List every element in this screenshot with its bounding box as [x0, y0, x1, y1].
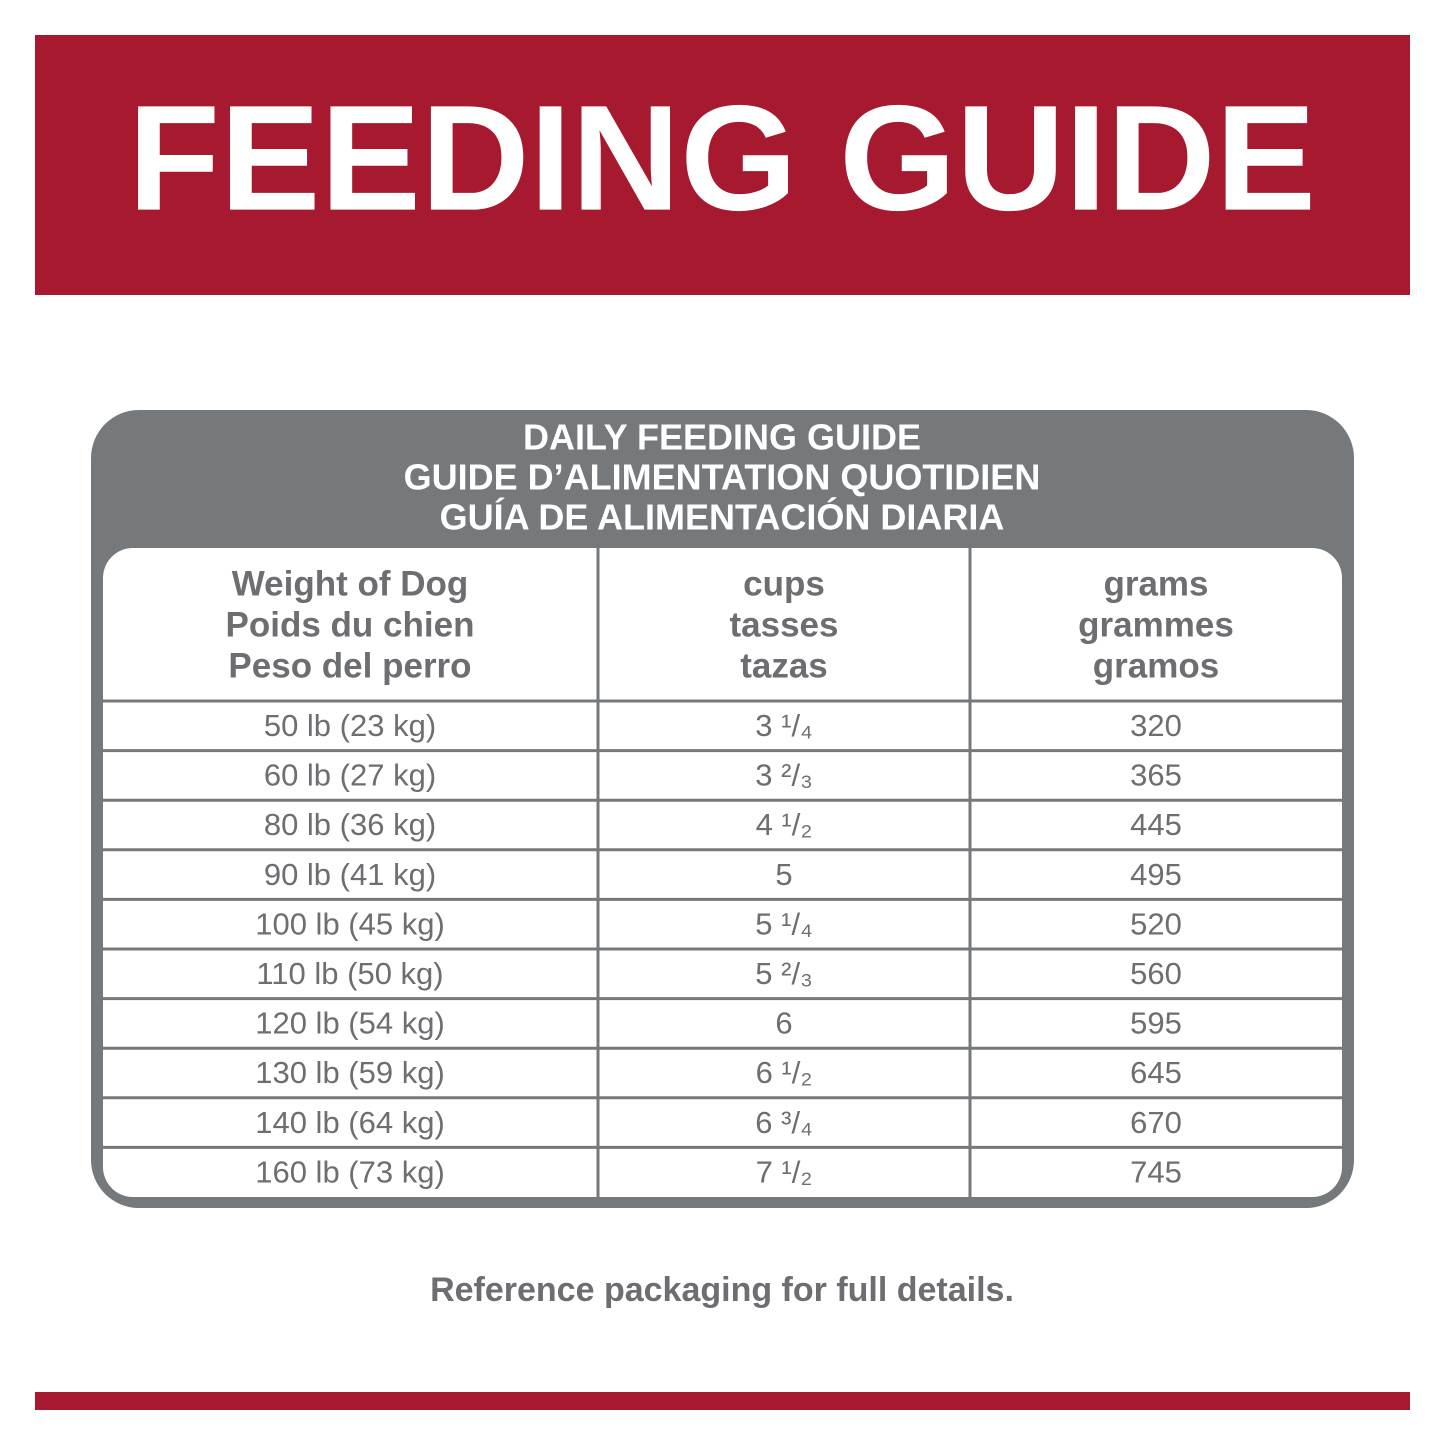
table-cell: 520: [1130, 906, 1182, 941]
column-header: gramos: [1093, 646, 1219, 685]
table-cell: 3 ¹/₄: [755, 708, 812, 743]
table-cell: 80 lb (36 kg): [264, 807, 436, 842]
table-cell: 670: [1130, 1105, 1182, 1140]
table-cell: 560: [1130, 956, 1182, 991]
table-cell: 7 ¹/₂: [756, 1154, 813, 1189]
table-title: GUIDE D’ALIMENTATION QUOTIDIEN: [404, 457, 1041, 498]
table-cell: 100 lb (45 kg): [255, 906, 445, 941]
table-cell: 5: [775, 857, 792, 892]
table-cell: 4 ¹/₂: [756, 807, 813, 842]
footer-note: Reference packaging for full details.: [430, 1271, 1014, 1309]
table-cell: 110 lb (50 kg): [256, 956, 443, 991]
table-cell: 50 lb (23 kg): [264, 708, 436, 743]
table-cell: 6 ¹/₂: [756, 1055, 813, 1090]
column-header: grammes: [1078, 605, 1234, 644]
table-cell: 160 lb (73 kg): [255, 1154, 445, 1189]
column-header: cups: [743, 564, 825, 603]
table-cell: 320: [1130, 708, 1182, 743]
table-cell: 645: [1130, 1055, 1182, 1090]
footer-bar: [35, 1392, 1410, 1410]
table-body: [103, 548, 1342, 1197]
table-cell: 365: [1130, 758, 1182, 793]
table-cell: 6: [775, 1006, 792, 1041]
column-header: Weight of Dog: [232, 564, 469, 603]
table-cell: 3 ²/₃: [755, 758, 812, 793]
table-cell: 60 lb (27 kg): [264, 758, 436, 793]
table-title: DAILY FEEDING GUIDE: [523, 417, 921, 458]
table-cell: 495: [1130, 857, 1182, 892]
header-banner: [35, 35, 1410, 295]
table-cell: 595: [1130, 1006, 1182, 1041]
table-cell: 5 ²/₃: [755, 956, 812, 991]
table-cell: 5 ¹/₄: [755, 906, 812, 941]
column-header: tazas: [740, 646, 828, 685]
page-title: FEEDING GUIDE: [128, 74, 1316, 242]
table-cell: 745: [1130, 1154, 1182, 1189]
table-title: GUÍA DE ALIMENTACIÓN DIARIA: [440, 496, 1005, 538]
column-header: Poids du chien: [226, 605, 475, 644]
table-cell: 140 lb (64 kg): [255, 1105, 445, 1140]
table-cell: 120 lb (54 kg): [255, 1006, 445, 1041]
column-header: Peso del perro: [228, 646, 471, 685]
table-cell: 445: [1130, 807, 1182, 842]
column-header: tasses: [730, 605, 839, 644]
table-cell: 90 lb (41 kg): [264, 857, 436, 892]
table-cell: 130 lb (59 kg): [255, 1055, 445, 1090]
table-cell: 6 ³/₄: [755, 1105, 812, 1140]
column-header: grams: [1103, 564, 1208, 603]
